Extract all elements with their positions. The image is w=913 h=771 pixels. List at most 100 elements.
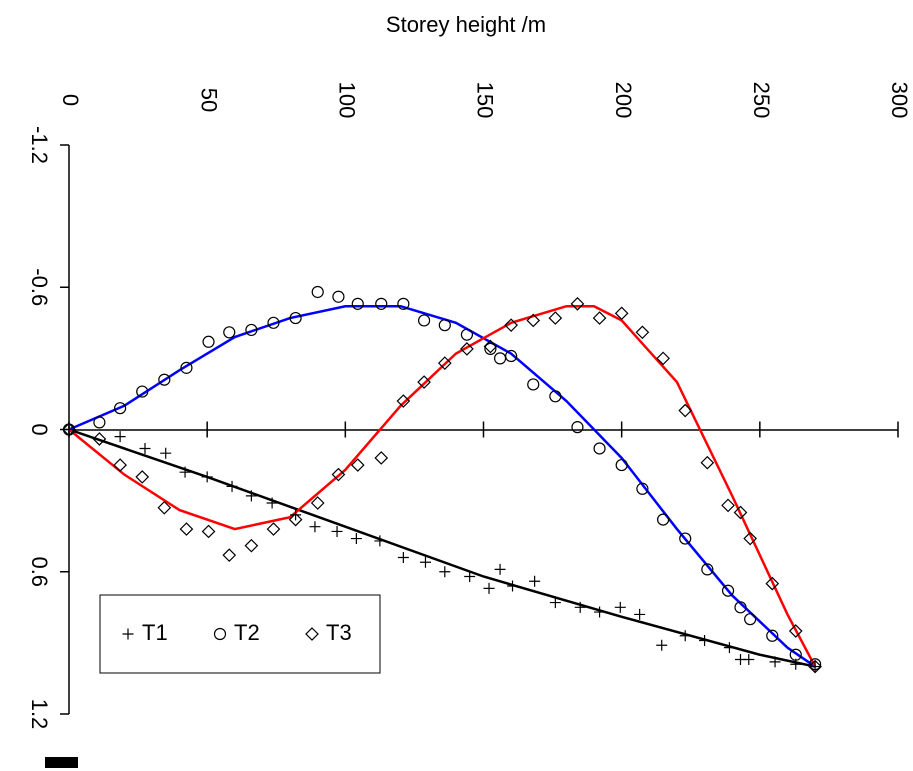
marker-diamond <box>483 339 498 354</box>
marker-plus <box>594 606 606 618</box>
marker-plus <box>331 525 343 537</box>
marker-circle <box>734 601 747 614</box>
marker-diamond <box>157 500 172 515</box>
marker-circle <box>744 613 757 626</box>
marker-diamond <box>808 659 822 674</box>
marker-circle <box>701 563 714 576</box>
marker-circle <box>351 297 364 310</box>
marker-diamond <box>700 455 715 470</box>
marker-diamond <box>92 432 107 446</box>
marker-plus <box>114 431 126 443</box>
marker-diamond <box>733 505 748 520</box>
marker-diamond <box>743 531 758 546</box>
marker-diamond <box>310 496 325 510</box>
marker-diamond <box>417 375 431 389</box>
marker-circle <box>417 314 431 327</box>
marker-diamond <box>244 538 259 553</box>
marker-circle <box>527 378 540 391</box>
marker-plus <box>160 447 172 459</box>
y-tick-label: 0 <box>27 423 52 435</box>
marker-plus <box>743 653 755 665</box>
marker-diamond <box>288 512 303 527</box>
marker-plus <box>397 552 409 564</box>
y-tick-label: 1.2 <box>27 699 52 730</box>
marker-circle <box>593 442 606 455</box>
marker-plus <box>483 582 495 594</box>
marker-circle <box>311 285 324 299</box>
marker-diamond <box>765 576 780 591</box>
marker-plus <box>439 566 451 578</box>
marker-plus <box>549 597 561 609</box>
marker-plus <box>529 575 541 587</box>
marker-diamond <box>656 351 670 366</box>
marker-plus <box>309 521 321 533</box>
marker-circle <box>571 421 584 434</box>
marker-diamond <box>305 627 319 641</box>
marker-circle <box>460 328 474 341</box>
marker-diamond <box>592 311 607 325</box>
fit-line <box>68 304 817 668</box>
marker-circle <box>289 311 302 325</box>
marker-plus <box>723 642 735 654</box>
marker-diamond <box>331 467 346 482</box>
marker-plus <box>769 656 781 668</box>
marker-plus <box>656 639 668 651</box>
fit-line <box>68 304 816 668</box>
marker-diamond <box>614 306 629 321</box>
marker-circle <box>223 326 236 339</box>
x-tick-label: 300 <box>887 82 912 119</box>
y-tick-label: -0.6 <box>27 268 52 306</box>
x-tick-label: 50 <box>196 88 221 112</box>
marker-circle <box>615 458 628 472</box>
marker-circle <box>657 513 670 526</box>
marker-plus <box>266 497 278 509</box>
marker-plus <box>419 556 431 568</box>
marker-diamond <box>635 325 650 340</box>
marker-circle <box>332 290 345 303</box>
marker-circle <box>397 297 410 310</box>
y-tick-label: 0.6 <box>27 556 52 587</box>
marker-plus <box>494 563 506 575</box>
marker-plus <box>139 442 151 454</box>
marker-circle <box>267 316 280 329</box>
marker-diamond <box>374 451 389 465</box>
marker-circle <box>766 629 779 642</box>
marker-plus <box>634 608 646 620</box>
x-tick-label: 0 <box>58 94 83 106</box>
chart-title: Storey height /m <box>386 12 546 37</box>
marker-plus <box>574 601 586 613</box>
marker-circle <box>549 390 562 403</box>
marker-circle <box>245 323 258 337</box>
x-tick-label: 100 <box>335 82 360 119</box>
marker-circle <box>493 352 507 365</box>
marker-diamond <box>526 313 541 328</box>
marker-plus <box>350 533 362 545</box>
marker-circle <box>213 627 227 641</box>
x-tick-label: 150 <box>473 82 498 119</box>
marker-plus <box>201 471 213 483</box>
marker-circle <box>636 482 649 495</box>
x-tick-label: 250 <box>749 82 774 119</box>
marker-diamond <box>179 522 194 536</box>
legend-label: T2 <box>234 620 260 645</box>
marker-circle <box>202 335 215 348</box>
marker-circle <box>679 532 692 545</box>
marker-plus <box>179 466 191 478</box>
legend-box <box>99 594 381 674</box>
marker-diamond <box>62 422 76 437</box>
marker-plus <box>699 635 711 647</box>
marker-diamond <box>222 548 237 563</box>
marker-diamond <box>721 498 735 513</box>
legend-label: T3 <box>326 620 352 645</box>
marker-diamond <box>437 356 452 370</box>
marker-circle <box>438 319 451 332</box>
marker-diamond <box>396 394 411 408</box>
corner-block <box>45 757 78 768</box>
marker-circle <box>93 416 106 429</box>
marker-circle <box>484 342 497 355</box>
marker-plus <box>63 424 75 435</box>
marker-diamond <box>135 470 150 484</box>
marker-circle <box>808 658 822 671</box>
